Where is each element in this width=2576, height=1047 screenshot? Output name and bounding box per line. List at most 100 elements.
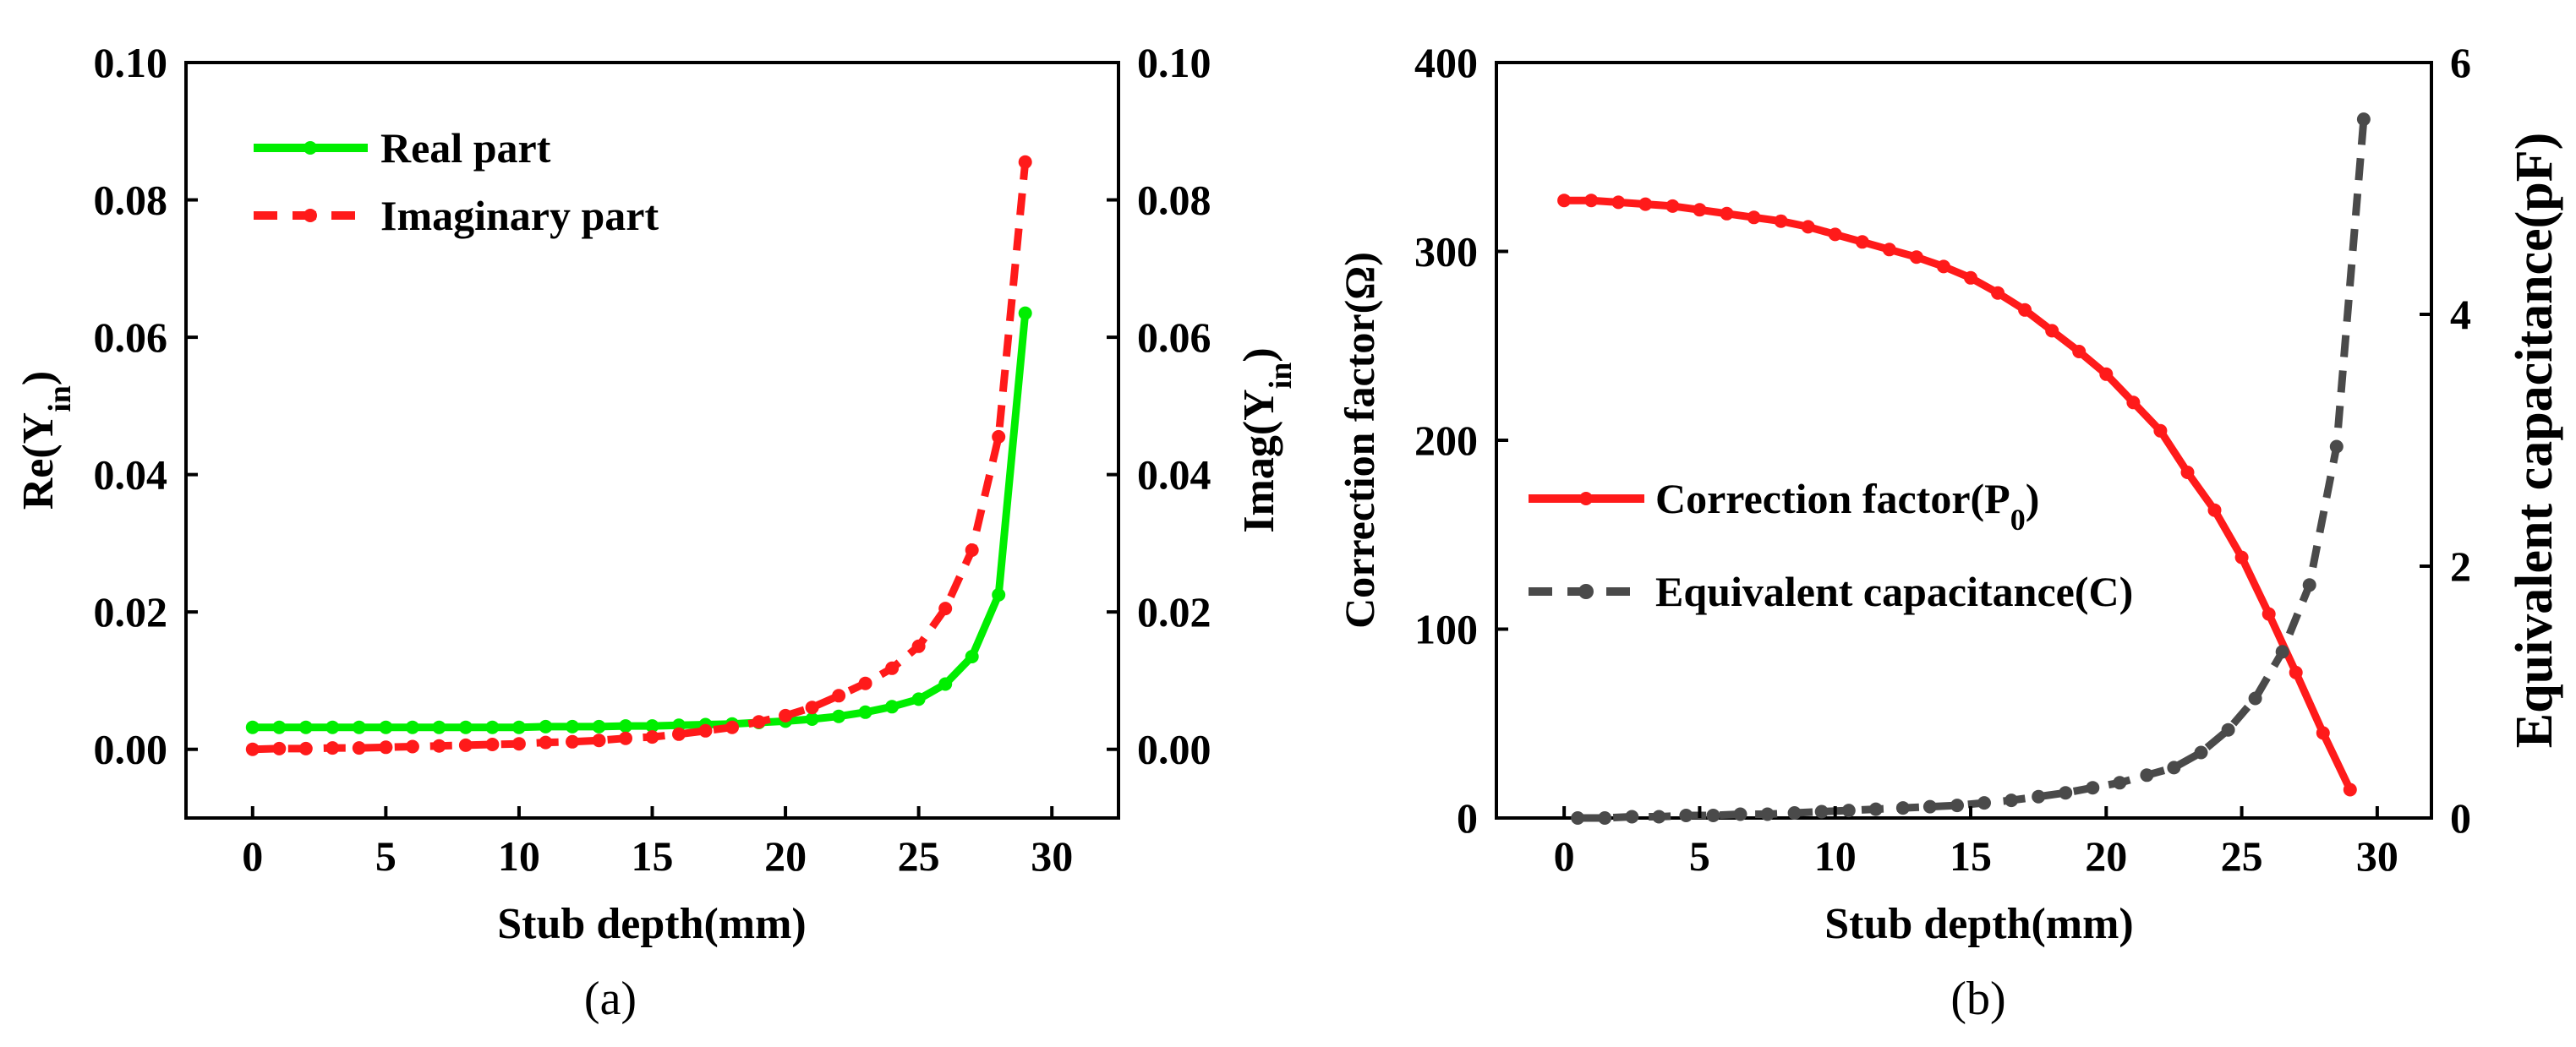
legend-correction-label: Correction factor(P0) [1655,475,2039,537]
chart-b: 0 5 10 15 20 25 30 0 100 200 300 400 0 2 4 6 Stub dep… [1336,39,2563,1025]
y-right-tick-label: 0.02 [1137,588,1211,635]
data-point [645,719,659,733]
data-point [2059,786,2073,800]
data-point [911,639,926,653]
data-point [1814,804,1829,819]
y-right-tick-label: 0.08 [1137,177,1211,224]
chart-b-legend: Correction factor(P0) Equivalent capacit… [1529,475,2133,615]
data-point [1774,214,1788,228]
chart-a-x-axis-label: Stub depth(mm) [497,900,807,948]
data-point [1868,802,1883,816]
data-point [2289,665,2303,679]
y-tick-label: 0.02 [94,588,168,635]
y-tick-label: 100 [1414,606,1478,653]
data-point [2316,726,2330,740]
data-point [1625,810,1639,824]
data-point [1679,809,1693,822]
data-point [1950,799,1964,813]
data-point [725,720,739,734]
data-point [1787,806,1802,820]
data-point [1018,306,1032,320]
x-tick-label: 15 [1950,832,1992,880]
data-point [858,705,872,719]
data-point [432,739,446,753]
data-point [539,735,553,750]
y-tick-label: 0.08 [94,177,168,224]
data-point [272,741,287,755]
data-point [298,720,313,734]
data-point [832,709,846,723]
data-point [2032,789,2046,804]
data-point [1584,194,1599,208]
data-point [352,720,366,734]
data-point [485,720,500,734]
data-point [965,543,979,557]
data-point [352,741,366,755]
y-right-tick-label: 6 [2450,39,2471,86]
chart-b-plot-frame [1495,61,2433,820]
data-point [2248,691,2262,706]
chart-b-caption: (b) [1950,973,2005,1025]
x-tick-label: 25 [898,832,940,880]
data-point [539,719,553,733]
data-point [2004,793,2019,808]
x-tick-label: 0 [242,832,263,880]
data-point [1598,811,1612,825]
data-point [458,720,473,734]
legend-real-marker [304,141,317,155]
y-tick-label: 300 [1414,228,1478,275]
data-point [1895,801,1910,815]
data-point [432,720,446,734]
data-point [1638,197,1653,211]
data-point [1841,804,1856,818]
data-point [1882,243,1896,257]
chart-a-caption: (a) [584,973,637,1025]
data-point [2113,776,2127,790]
data-point [298,741,313,755]
data-point [885,700,900,714]
data-point [619,731,632,745]
data-point [379,720,393,734]
y-tick-label: 0.06 [94,314,168,361]
y-right-tick-label: 0.04 [1137,451,1211,499]
data-point [458,738,473,752]
data-point [2086,781,2100,795]
data-point [1733,807,1747,821]
data-point [1855,235,1869,249]
y-tick-label: 0.00 [94,726,168,773]
data-point [645,730,659,744]
series-line-imaginary-part [252,161,1030,754]
data-point [992,429,1006,444]
data-point [805,712,819,726]
y-tick-label: 200 [1414,417,1478,464]
legend-real-label: Real part [380,124,551,172]
x-tick-label: 30 [1031,832,1073,880]
data-point [938,602,953,616]
data-point [2045,324,2059,338]
data-point [1801,220,1815,234]
data-point [805,701,819,715]
data-point [2262,607,2276,621]
data-point [1706,809,1720,822]
y-right-tick-label: 0.00 [1137,726,1211,773]
chart-b-y-axis-label-right: Equivalent capacitance(pF) [2506,133,2563,748]
x-tick-label: 5 [1689,832,1710,880]
data-point [2275,645,2289,659]
data-point [2234,550,2249,564]
chart-a-y-axis-label-left: Re(Yin) [14,371,78,510]
y-right-tick-label: 0.06 [1137,314,1211,361]
data-point [1720,206,1734,221]
y-tick-label: 0 [1457,794,1478,842]
y-right-tick-label: 0.10 [1137,39,1211,86]
data-point [325,741,340,755]
data-point [1909,250,1923,264]
data-point [1571,811,1585,825]
x-tick-label: 20 [764,832,807,880]
chart-a-y-axis-label-right: Imag(Yin) [1235,347,1299,532]
data-point [1828,227,1842,242]
data-point [2207,503,2222,517]
data-point [1991,286,2005,300]
data-point [1977,796,1991,810]
data-point [272,720,287,734]
